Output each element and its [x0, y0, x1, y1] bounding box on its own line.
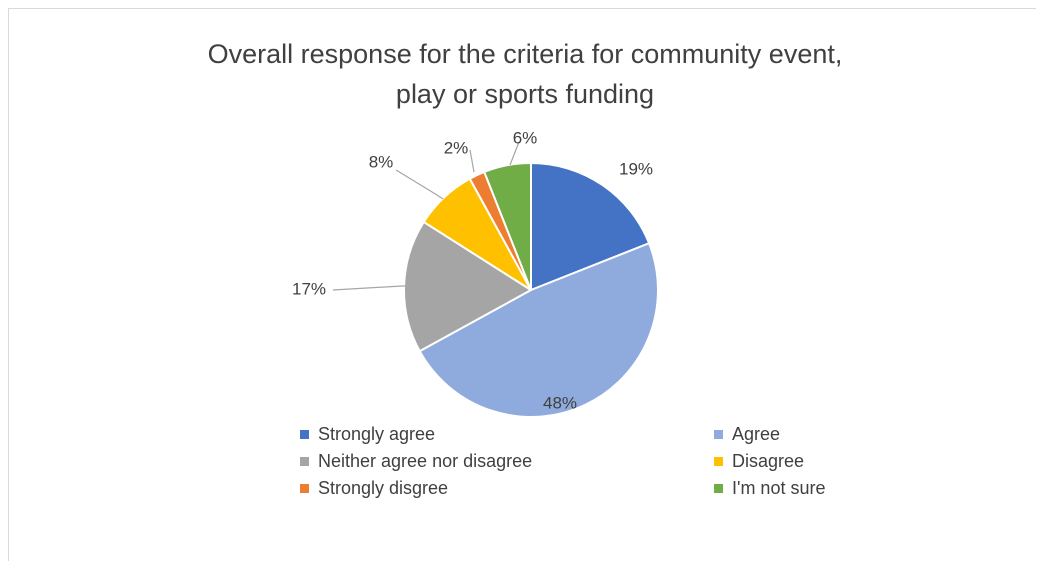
data-label-i-m-not-sure: 6%	[513, 128, 538, 147]
legend-item-i-m-not-sure: I'm not sure	[714, 478, 825, 499]
legend-swatch-agree	[714, 430, 723, 439]
pie-slice-strongly-agree	[530, 161, 651, 292]
legend-label: Strongly agree	[318, 424, 436, 444]
legend-item-strongly-agree: Strongly agree	[300, 424, 435, 445]
data-label-neither-agree-nor-disagree: 17%	[292, 279, 326, 298]
data-label-agree: 48%	[543, 393, 577, 412]
leader-line-neither-agree-nor-disagree	[332, 285, 408, 291]
data-label-strongly-disgree: 2%	[444, 138, 469, 157]
legend-item-agree: Agree	[714, 424, 780, 445]
chart-title: Overall response for the criteria for co…	[207, 39, 843, 109]
legend-swatch-strongly-disgree	[300, 484, 309, 493]
data-label-disagree: 8%	[369, 152, 394, 171]
legend-swatch-neither-agree-nor-disagree	[300, 457, 309, 466]
legend-item-strongly-disgree: Strongly disgree	[300, 478, 448, 499]
legend-label: I'm not sure	[732, 478, 826, 498]
data-label-strongly-agree: 19%	[619, 159, 653, 178]
leader-line-strongly-disgree	[469, 149, 475, 173]
legend-swatch-disagree	[714, 457, 723, 466]
chart-frame	[8, 8, 1036, 561]
legend-label: Strongly disgree	[318, 478, 449, 498]
legend-label: Disagree	[732, 451, 805, 471]
legend-item-neither-agree-nor-disagree: Neither agree nor disagree	[300, 451, 532, 472]
leader-line-i-m-not-sure	[509, 141, 520, 166]
legend-swatch-i-m-not-sure	[714, 484, 723, 493]
legend-label: Neither agree nor disagree	[318, 451, 533, 471]
pie-slice-i-m-not-sure	[482, 161, 532, 291]
leader-line-disagree	[395, 169, 444, 200]
legend-item-disagree: Disagree	[714, 451, 804, 472]
pie-slice-agree	[418, 241, 659, 418]
legend-label: Agree	[732, 424, 781, 444]
legend-swatch-strongly-agree	[300, 430, 309, 439]
